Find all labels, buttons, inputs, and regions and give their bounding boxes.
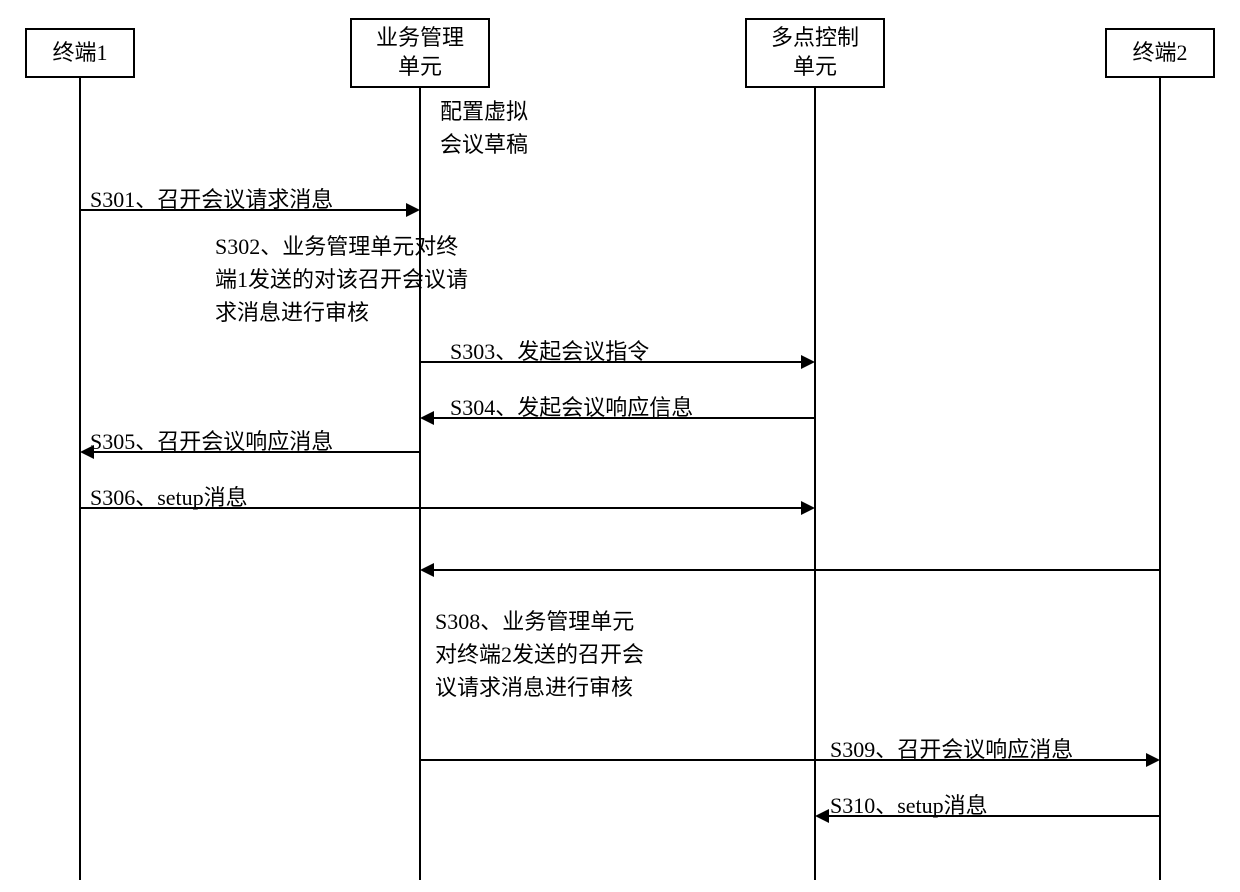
message-label: S305、召开会议响应消息 [90,424,333,456]
participant-label: 终端1 [52,39,107,68]
note-s302: S302、业务管理单元对终端1发送的对该召开会议请求消息进行审核 [215,230,468,329]
arrow-head-icon [420,411,434,425]
arrow-head-icon [801,501,815,515]
message-label: S306、setup消息 [90,480,248,512]
participant-multipoint-ctrl-unit: 多点控制单元 [745,18,885,88]
participant-label: 多点控制单元 [771,24,859,81]
sequence-diagram: 终端1 业务管理单元 多点控制单元 终端2 配置虚拟会议草稿 S302、业务管理… [0,0,1240,892]
participant-service-mgmt-unit: 业务管理单元 [350,18,490,88]
arrow-head-icon [406,203,420,217]
participant-terminal2: 终端2 [1105,28,1215,78]
participant-terminal1: 终端1 [25,28,135,78]
note-s308: S308、业务管理单元对终端2发送的召开会议请求消息进行审核 [435,605,644,704]
arrow-head-icon [1146,753,1160,767]
arrow-head-icon [801,355,815,369]
arrow-line [432,569,1160,571]
note-config-virtual-meeting: 配置虚拟会议草稿 [440,95,528,161]
lifeline-terminal1 [79,78,81,880]
message-label: S301、召开会议请求消息 [90,182,333,214]
participant-label: 业务管理单元 [376,24,464,81]
participant-label: 终端2 [1132,39,1187,68]
message-label: S304、发起会议响应信息 [450,390,693,422]
message-label: S303、发起会议指令 [450,334,649,366]
arrow-head-icon [815,809,829,823]
lifeline-multipoint-ctrl-unit [814,88,816,880]
message-label: S310、setup消息 [830,788,988,820]
arrow-head-icon [420,563,434,577]
message-label: S309、召开会议响应消息 [830,732,1073,764]
